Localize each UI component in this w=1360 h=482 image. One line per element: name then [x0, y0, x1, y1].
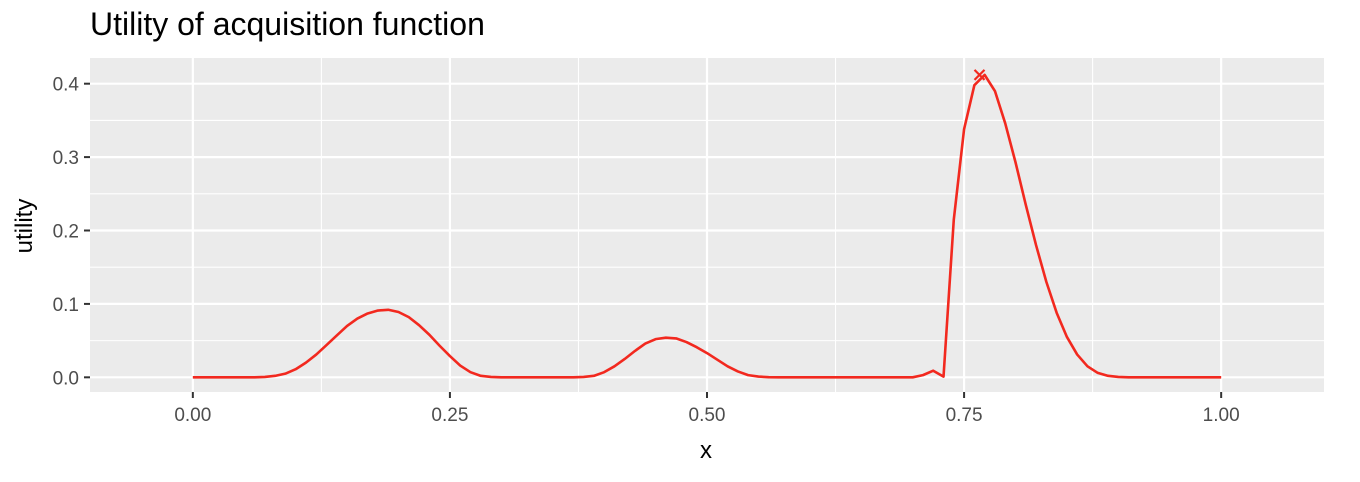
x-axis-title: x	[700, 437, 712, 464]
x-axis: 0.00 0.25 0.50 0.75 1.00	[174, 392, 1240, 426]
y-tick-label: 0.3	[53, 148, 79, 169]
y-tick-label: 0.2	[53, 222, 79, 243]
series-layer	[192, 73, 1222, 379]
x-tick-label: 0.25	[431, 405, 468, 426]
annotation-layer	[973, 69, 986, 81]
utility-line	[192, 73, 1222, 379]
x-tick-label: 0.50	[689, 405, 726, 426]
y-axis-title: utility	[11, 199, 38, 254]
chart-title: Utility of acquisition function	[90, 6, 485, 42]
y-axis: 0.0 0.1 0.2 0.3 0.4	[53, 75, 90, 389]
y-tick-label: 0.1	[53, 295, 79, 316]
x-tick-label: 0.00	[174, 405, 211, 426]
x-tick-label: 0.75	[946, 405, 983, 426]
y-tick-label: 0.0	[53, 368, 79, 389]
max-utility-marker	[973, 69, 986, 81]
major-gridlines	[90, 58, 1324, 392]
marker-stroke	[973, 69, 986, 81]
x-tick-label: 1.00	[1203, 405, 1240, 426]
y-tick-label: 0.4	[53, 75, 80, 96]
